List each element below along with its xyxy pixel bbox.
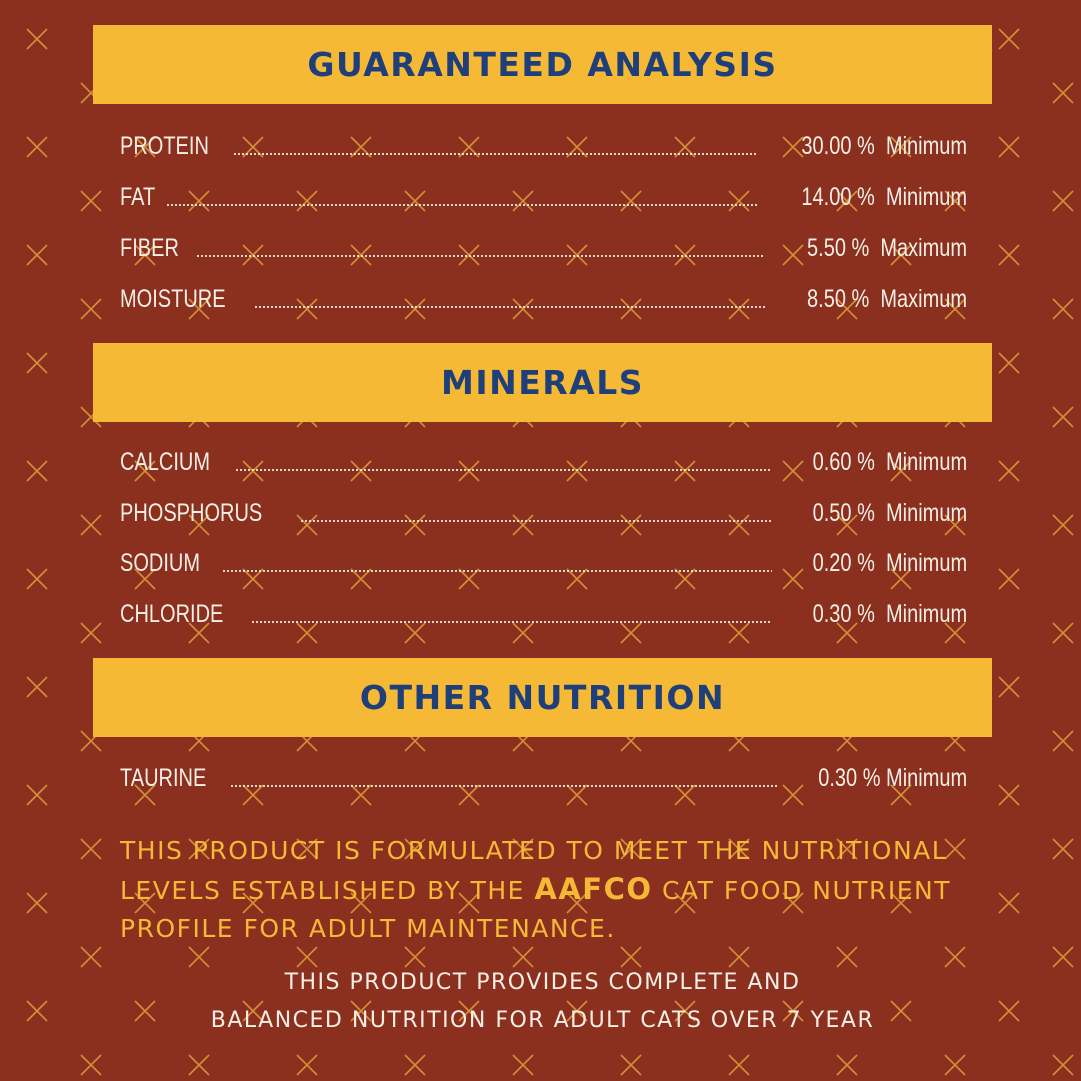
claim-line: THIS PRODUCT PROVIDES COMPLETE AND <box>284 970 801 995</box>
nutrient-row-moisture: MOISTURE 8.50 % Maximum <box>120 280 967 314</box>
dot-leader <box>229 785 779 787</box>
nutrient-value: 5.50 % Maximum <box>806 234 967 262</box>
nutrient-label: MOISTURE <box>120 285 226 313</box>
nutrient-row-sodium: SODIUM 0.20 % Minimum <box>120 544 967 578</box>
statement-text: CAT FOOD NUTRIENT <box>652 876 952 905</box>
nutrient-row-fiber: FIBER 5.50 % Maximum <box>120 229 967 263</box>
dot-leader <box>253 306 765 308</box>
dot-leader <box>234 469 772 471</box>
nutrition-claim: THIS PRODUCT PROVIDES COMPLETE AND BALAN… <box>93 964 992 1040</box>
nutrient-row-calcium: CALCIUM 0.60 % Minimum <box>120 443 967 477</box>
dot-leader <box>299 520 772 522</box>
dot-leader <box>251 621 772 623</box>
nutrient-row-protein: PROTEIN 30.00 % Minimum <box>120 127 967 161</box>
nutrient-label: CHLORIDE <box>120 600 224 628</box>
dot-leader <box>195 255 765 257</box>
statement-line: THIS PRODUCT IS FORMULATED TO MEET THE N… <box>120 836 948 865</box>
nutrient-label: SODIUM <box>120 549 200 577</box>
section-title: MINERALS <box>440 363 645 402</box>
claim-line: BALANCED NUTRITION FOR ADULT CATS OVER 7… <box>210 1008 875 1033</box>
nutrient-value: 0.20 % Minimum <box>812 549 968 577</box>
statement-line: LEVELS ESTABLISHED BY THE AAFCO CAT FOOD… <box>120 870 980 910</box>
statement-line: PROFILE FOR ADULT MAINTENANCE. <box>120 914 616 943</box>
section-banner-guaranteed-analysis: GUARANTEED ANALYSIS <box>93 25 992 104</box>
aafco-statement: THIS PRODUCT IS FORMULATED TO MEET THE N… <box>120 832 980 948</box>
nutrient-label: PHOSPHORUS <box>120 499 263 527</box>
nutrient-value: 0.30 % Minimum <box>818 764 967 792</box>
nutrient-value: 0.50 % Minimum <box>812 499 968 527</box>
nutrient-label: FIBER <box>120 234 179 262</box>
nutrient-value: 14.00 % Minimum <box>801 183 967 211</box>
nutrient-label: CALCIUM <box>120 448 211 476</box>
section-banner-minerals: MINERALS <box>93 343 992 422</box>
nutrient-label: PROTEIN <box>120 132 209 160</box>
section-title: OTHER NUTRITION <box>359 678 726 717</box>
nutrient-label: FAT <box>120 183 156 211</box>
aafco-brand: AAFCO <box>534 872 653 906</box>
nutrient-value: 8.50 % Maximum <box>806 285 967 313</box>
dot-leader <box>233 153 758 155</box>
nutrient-row-fat: FAT 14.00 % Minimum <box>120 178 967 212</box>
nutrient-value: 0.30 % Minimum <box>812 600 968 628</box>
nutrient-value: 30.00 % Minimum <box>801 132 967 160</box>
dot-leader <box>222 570 772 572</box>
statement-text: LEVELS ESTABLISHED BY THE <box>120 876 535 905</box>
nutrient-row-chloride: CHLORIDE 0.30 % Minimum <box>120 595 967 629</box>
nutrient-row-phosphorus: PHOSPHORUS 0.50 % Minimum <box>120 494 967 528</box>
nutrient-label: TAURINE <box>120 764 207 792</box>
nutrient-row-taurine: TAURINE 0.30 % Minimum <box>120 759 967 793</box>
nutrient-value: 0.60 % Minimum <box>812 448 968 476</box>
dot-leader <box>165 204 758 206</box>
section-banner-other-nutrition: OTHER NUTRITION <box>93 658 992 737</box>
section-title: GUARANTEED ANALYSIS <box>307 45 778 84</box>
